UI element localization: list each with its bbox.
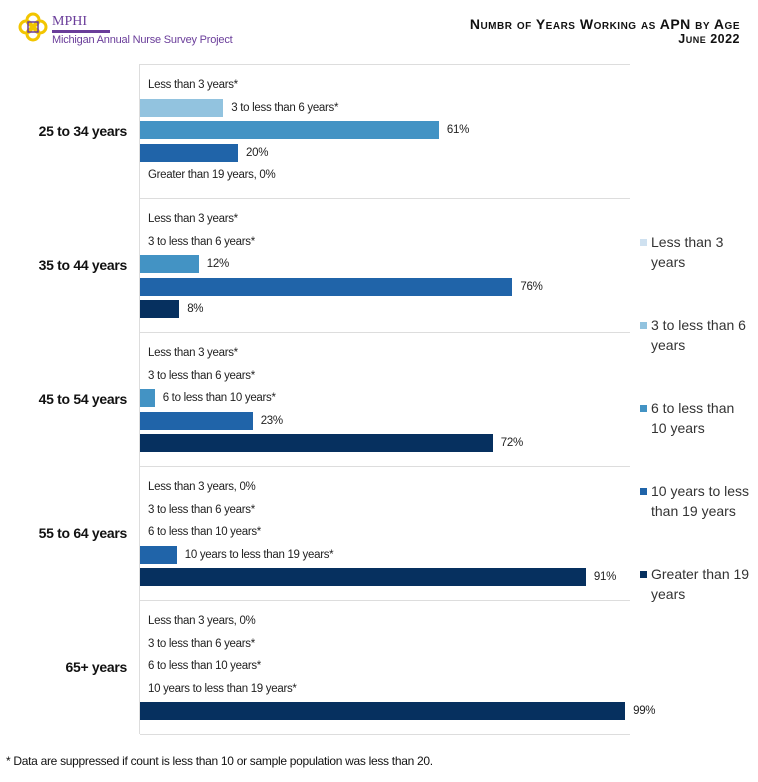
legend-label: Greater than 19 years (651, 566, 750, 602)
group-separator (140, 466, 630, 467)
group-separator (140, 734, 630, 735)
category-label: 25 to 34 years (38, 123, 128, 139)
data-label: 99% (633, 705, 656, 717)
bar[interactable] (140, 277, 513, 296)
bar[interactable] (140, 389, 155, 407)
group-separator (140, 600, 630, 601)
data-label: 76% (520, 280, 543, 293)
bar[interactable] (140, 702, 626, 720)
title-line-1: Numbr of Years Working as APN by Age (469, 16, 740, 32)
legend-swatch (640, 571, 647, 578)
logo-knot-icon (18, 12, 48, 42)
legend-swatch (640, 488, 647, 495)
group-separator (140, 64, 630, 65)
data-label: 3 to less than 6 years* (148, 369, 255, 382)
data-label: Greater than 19 years, 0% (148, 169, 276, 181)
category-label: 55 to 64 years (38, 525, 128, 541)
data-label: 6 to less than 10 years* (148, 526, 261, 538)
bar[interactable] (140, 300, 180, 318)
data-label: 3 to less than 6 years* (231, 101, 339, 114)
data-label: 10 years to less than 19 years* (184, 548, 334, 561)
legend-item: Less than 3 years (640, 232, 750, 272)
data-label: 10 years to less than 19 years* (148, 682, 297, 695)
legend-item: 10 years to less than 19 years (640, 481, 750, 521)
legend-item: 3 to less than 6 years (640, 315, 750, 355)
bar[interactable] (140, 121, 439, 139)
data-label: 6 to less than 10 years* (162, 392, 276, 404)
legend-swatch (640, 322, 647, 329)
data-label: 8% (187, 303, 204, 315)
data-label: 61% (446, 124, 470, 136)
logo-rule (52, 30, 110, 33)
bar[interactable] (140, 143, 238, 162)
group-separator (140, 332, 630, 333)
legend-item: 6 to less than 10 years (640, 398, 750, 438)
logo-subtitle: Michigan Annual Nurse Survey Project (52, 34, 233, 46)
legend-label: 10 years to less than 19 years (651, 483, 750, 519)
mphi-logo: MPHI Michigan Annual Nurse Survey Projec… (16, 10, 246, 50)
legend-label: Less than 3 years (651, 234, 724, 270)
category-label: 65+ years (65, 659, 127, 675)
legend-swatch (640, 405, 647, 412)
bar[interactable] (140, 255, 199, 273)
bar[interactable] (140, 568, 586, 586)
data-label: Less than 3 years, 0% (148, 481, 256, 493)
data-label: 20% (246, 146, 269, 159)
legend-item: Greater than 19 years (640, 564, 750, 604)
legend-swatch (640, 239, 647, 246)
data-label: 72% (500, 437, 523, 449)
data-label: Less than 3 years, 0% (148, 615, 256, 627)
title-line-2: June 2022 (678, 32, 740, 46)
footnote: * Data are suppressed if count is less t… (6, 754, 433, 768)
category-label: 35 to 44 years (38, 257, 128, 273)
group-separator (140, 198, 630, 199)
data-label: 6 to less than 10 years* (148, 660, 261, 672)
category-label: 45 to 54 years (38, 391, 128, 407)
logo-name: MPHI (52, 14, 88, 29)
data-label: 3 to less than 6 years* (148, 503, 255, 516)
data-label: Less than 3 years* (148, 347, 238, 359)
chart-title: Numbr of Years Working as APN by Age Jun… (470, 17, 740, 47)
axis-line (139, 64, 140, 734)
legend-label: 6 to less than 10 years (651, 400, 735, 436)
data-label: 3 to less than 6 years* (148, 637, 255, 650)
legend-label: 3 to less than 6 years (651, 317, 746, 353)
bar[interactable] (140, 434, 493, 452)
data-label: 3 to less than 6 years* (148, 235, 255, 248)
bar[interactable] (140, 98, 224, 117)
data-label: 12% (206, 258, 229, 270)
bar[interactable] (140, 411, 253, 430)
data-label: Less than 3 years* (148, 79, 238, 91)
data-label: 91% (593, 571, 617, 583)
bar[interactable] (140, 545, 177, 564)
data-label: Less than 3 years* (148, 213, 238, 225)
data-label: 23% (260, 414, 283, 427)
